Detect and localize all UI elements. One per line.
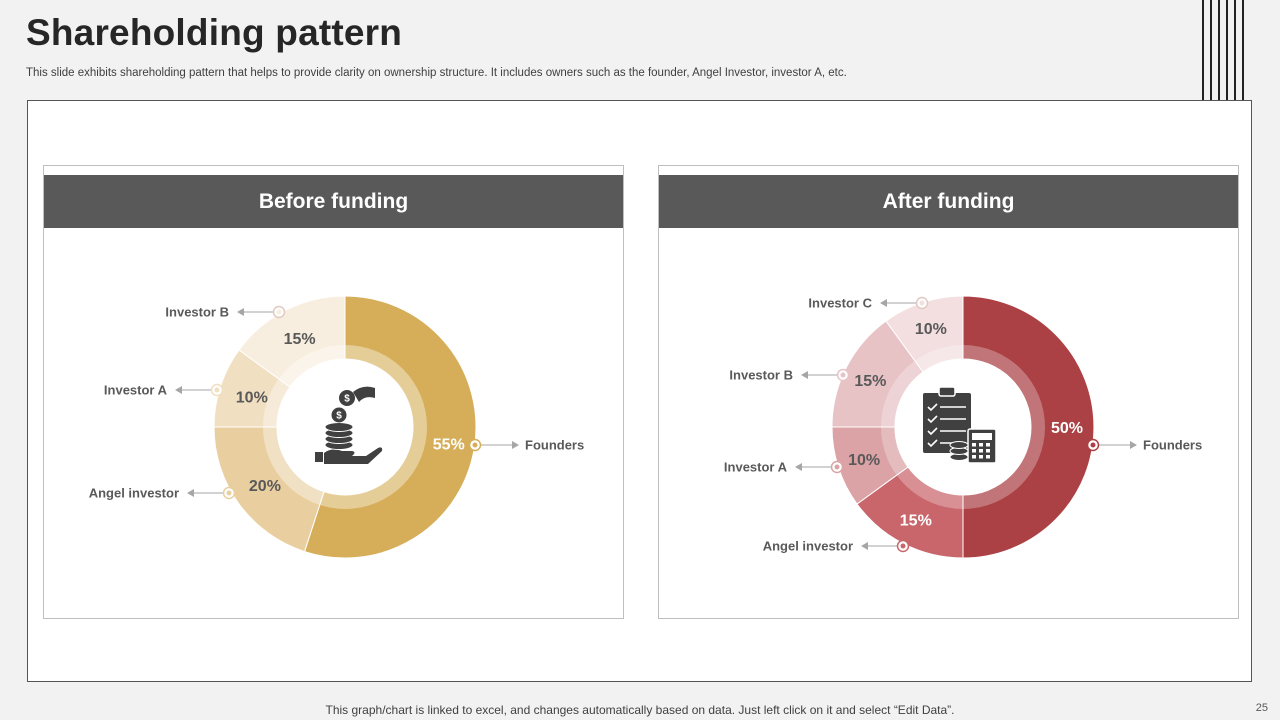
page-subtitle: This slide exhibits shareholding pattern…: [26, 67, 847, 79]
legend-label-investor-c: Investor C: [808, 296, 872, 311]
value-label-investor-b: 15%: [284, 331, 316, 348]
value-label-investor-c: 10%: [915, 321, 947, 338]
callout-angel-investor: Angel investor: [89, 486, 236, 501]
clipboard-calculator-icon: [923, 386, 997, 464]
callout-investor-b: Investor B: [165, 305, 286, 320]
legend-label-investor-a: Investor A: [724, 460, 788, 475]
value-label-investor-a: 10%: [236, 390, 268, 407]
decorative-lines: [1200, 0, 1250, 100]
callout-investor-c: Investor C: [808, 296, 929, 311]
svg-text:$: $: [336, 411, 342, 422]
money-hand-icon: $$: [315, 386, 383, 464]
after-funding-panel: After funding 50% 15% 10% 15% 10% Founders Ang…: [658, 165, 1239, 619]
legend-label-angel-investor: Angel investor: [763, 539, 853, 554]
value-label-investor-a: 10%: [848, 452, 880, 469]
after-funding-donut-chart: 50% 15% 10% 15% 10% Founders Angel investor Inv…: [724, 295, 1202, 559]
footer-note: This graph/chart is linked to excel, and…: [325, 703, 955, 717]
legend-label-investor-a: Investor A: [104, 383, 168, 398]
page-number: 25: [1255, 702, 1268, 714]
value-label-angel-investor: 15%: [900, 513, 932, 530]
value-label-investor-b: 15%: [854, 373, 886, 390]
callout-angel-investor: Angel investor: [763, 539, 910, 554]
legend-label-investor-b: Investor B: [165, 305, 229, 320]
before-funding-panel: Before funding $ $55% 20% 10% 15% Founders Ang…: [43, 165, 624, 619]
value-label-angel-investor: 20%: [249, 478, 281, 495]
legend-label-founders: Founders: [1143, 438, 1202, 453]
value-label-founders: 50%: [1051, 420, 1083, 437]
value-label-founders: 55%: [433, 436, 465, 453]
callout-founders: Founders: [468, 438, 584, 453]
page-title: Shareholding pattern: [26, 12, 403, 53]
callout-investor-b: Investor B: [729, 368, 850, 383]
legend-label-angel-investor: Angel investor: [89, 486, 179, 501]
legend-label-founders: Founders: [525, 438, 584, 453]
callout-founders: Founders: [1086, 438, 1202, 453]
callout-investor-a: Investor A: [724, 460, 844, 475]
before-funding-header: Before funding: [44, 175, 623, 228]
callout-investor-a: Investor A: [104, 383, 224, 398]
svg-text:$: $: [344, 394, 350, 405]
legend-label-investor-b: Investor B: [729, 368, 793, 383]
after-funding-header: After funding: [659, 175, 1238, 228]
